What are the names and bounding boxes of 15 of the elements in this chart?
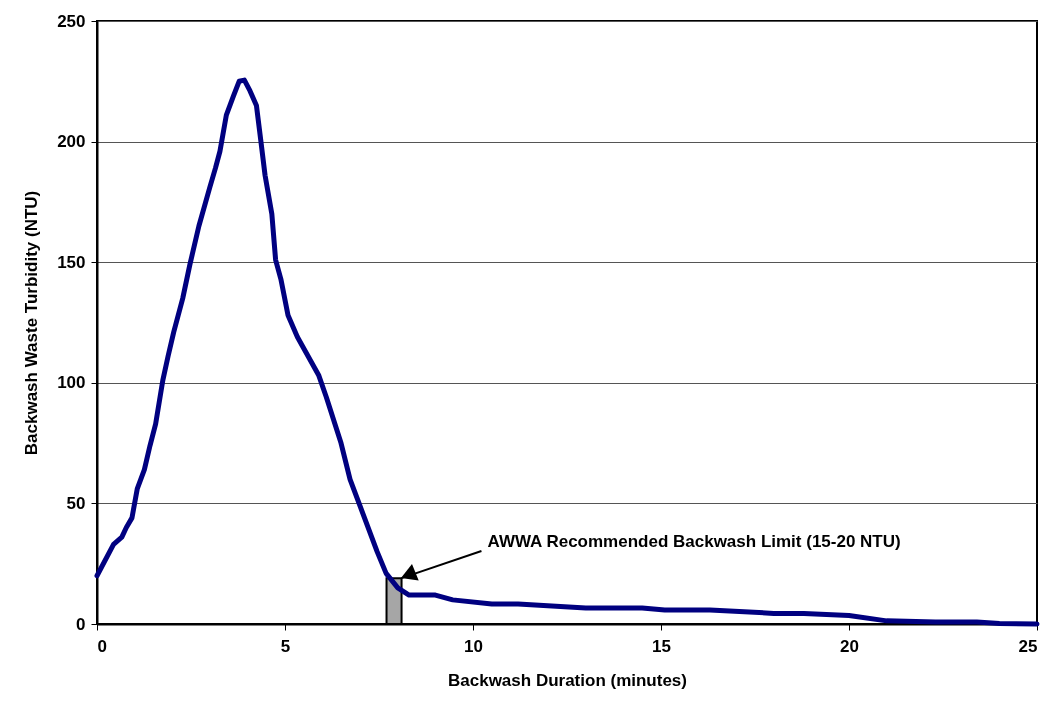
annotation: AWWA Recommended Backwash Limit (15-20 NTU) xyxy=(487,532,901,552)
y-tick-label: 200 xyxy=(57,132,86,152)
y-tick-label: 50 xyxy=(66,493,86,513)
y-tick-label: 150 xyxy=(57,252,86,272)
x-tick-label: 10 xyxy=(464,636,483,656)
y-tick-label: 250 xyxy=(57,11,86,31)
x-tick-label: 20 xyxy=(840,636,859,656)
y-tick-label: 100 xyxy=(57,373,86,393)
x-tick-label: 0 xyxy=(97,636,107,656)
y-axis-title: Backwash Waste Turbidity (NTU) xyxy=(22,190,42,456)
x-axis-title: Backwash Duration (minutes) xyxy=(448,670,687,690)
y-tick-label: 0 xyxy=(76,614,86,634)
x-tick-label: 15 xyxy=(652,636,671,656)
x-tick-label: 5 xyxy=(280,636,291,656)
x-tick-label: 25 xyxy=(1018,636,1038,656)
